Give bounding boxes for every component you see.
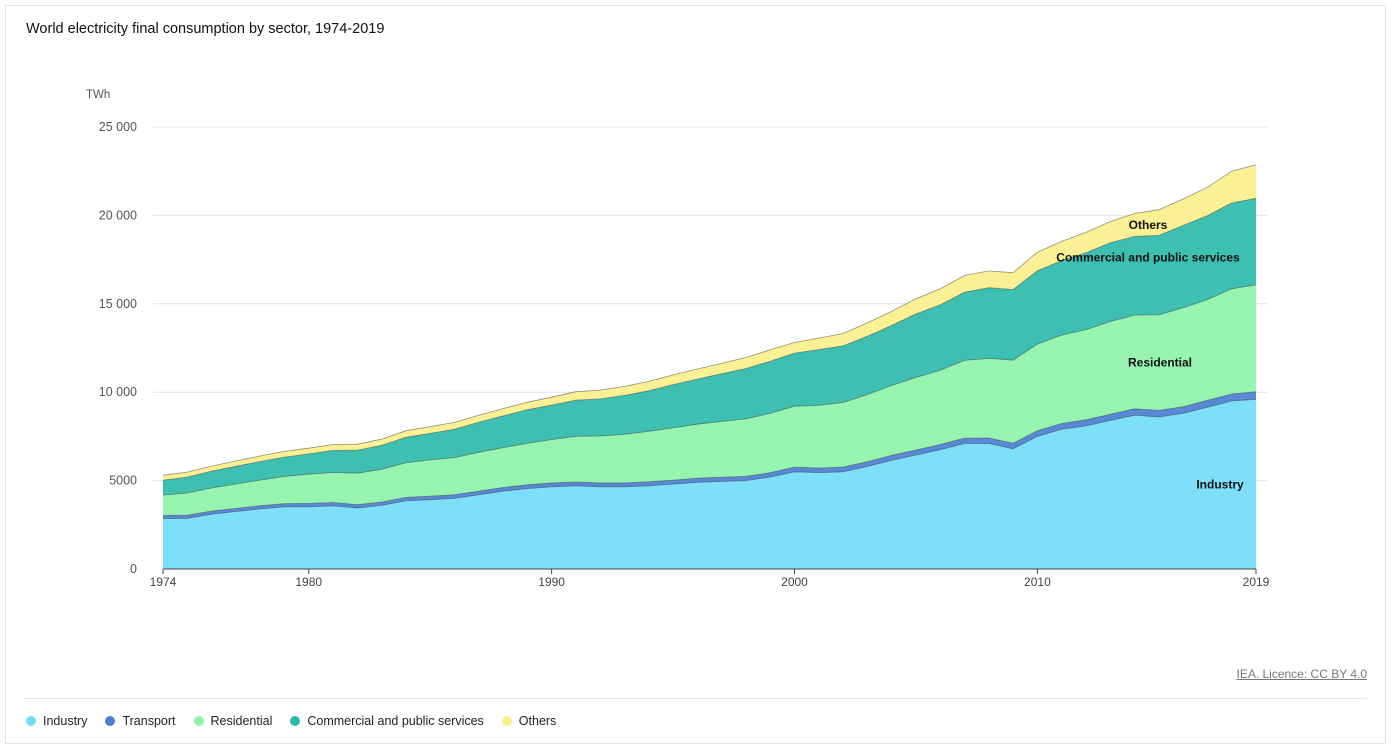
legend-item-industry[interactable]: Industry bbox=[26, 714, 87, 728]
y-axis-unit: TWh bbox=[86, 89, 110, 101]
legend-item-residential[interactable]: Residential bbox=[193, 714, 273, 728]
legend-label: Industry bbox=[43, 714, 88, 728]
y-tick-label: 5000 bbox=[109, 474, 137, 488]
annotation-residential: Residential bbox=[1128, 356, 1192, 370]
annotation-commercial-and-public-services: Commercial and public services bbox=[1056, 251, 1240, 265]
annotation-others: Others bbox=[1129, 218, 1168, 232]
area-industry bbox=[163, 399, 1256, 569]
series-line-industry bbox=[162, 398, 1257, 519]
legend-item-commercial-and-public-services[interactable]: Commercial and public services bbox=[290, 714, 484, 728]
y-tick-label: 25 000 bbox=[99, 120, 137, 134]
legend-label: Others bbox=[518, 714, 557, 728]
series-line-others bbox=[162, 164, 1257, 476]
x-tick-label: 1990 bbox=[538, 575, 565, 589]
y-tick-label: 10 000 bbox=[99, 385, 137, 399]
legend-label: Transport bbox=[122, 714, 176, 728]
licence-link[interactable]: IEA. Licence: CC BY 4.0 bbox=[1236, 667, 1367, 681]
area-residential bbox=[163, 284, 1256, 516]
annotation-industry: Industry bbox=[1196, 477, 1244, 491]
area-commercial-and-public-services bbox=[163, 198, 1256, 496]
legend-swatch bbox=[193, 716, 204, 726]
y-tick-label: 15 000 bbox=[99, 297, 137, 311]
chart-legend: Industry Transport Residential Commercial a… bbox=[26, 714, 556, 728]
y-tick-label: 0 bbox=[130, 562, 137, 576]
chart-title: World electricity final consumption by s… bbox=[26, 21, 385, 37]
series-line-transport bbox=[162, 391, 1257, 516]
legend-swatch bbox=[501, 716, 512, 726]
legend-swatch bbox=[26, 716, 36, 726]
x-tick-label: 1980 bbox=[295, 575, 322, 589]
y-tick-label: 20 000 bbox=[99, 208, 137, 222]
legend-swatch bbox=[290, 716, 301, 726]
legend-swatch bbox=[105, 716, 116, 726]
legend-divider bbox=[24, 698, 1367, 699]
legend-item-others[interactable]: Others bbox=[501, 714, 557, 728]
x-tick-label: 1974 bbox=[150, 575, 177, 589]
legend-item-transport[interactable]: Transport bbox=[105, 714, 176, 728]
legend-label: Residential bbox=[210, 714, 273, 728]
legend-label: Commercial and public services bbox=[307, 714, 484, 728]
series-line-residential bbox=[162, 284, 1257, 496]
area-transport bbox=[163, 391, 1256, 519]
x-tick-label: 2019 bbox=[1243, 575, 1270, 589]
series-line-commercial-and-public-services bbox=[162, 197, 1257, 481]
x-tick-label: 2010 bbox=[1024, 575, 1051, 589]
x-tick-label: 2000 bbox=[781, 575, 808, 589]
